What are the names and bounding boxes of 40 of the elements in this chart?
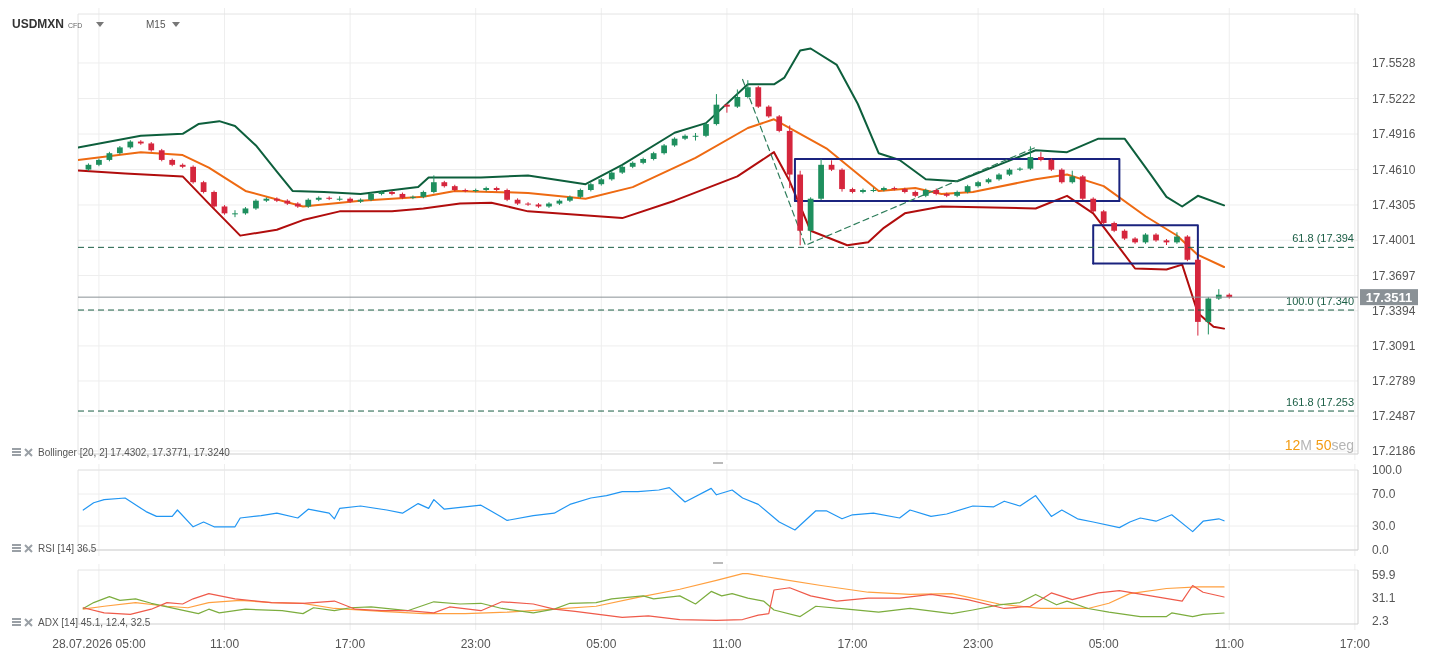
x-tick-label: 11:00: [712, 637, 742, 651]
y-tick-label: 59.9: [1372, 568, 1396, 583]
x-tick-label: 28.07.2026 05:00: [52, 637, 146, 651]
annotation: ADX [14] 45.1, 12.4, 32.5: [38, 617, 151, 628]
x-tick-label: 05:00: [586, 637, 617, 651]
annotation: 12M 50seg: [1284, 437, 1354, 453]
y-tick-label: 17.5222: [1372, 91, 1416, 106]
y-tick-label: 100.0: [1372, 463, 1403, 477]
ref-line-label: 161.8 (17.253: [1286, 396, 1354, 409]
annotation: Bollinger [20, 2] 17.4302, 17.3771, 17.3240: [38, 447, 231, 458]
x-tick-label: 23:00: [460, 637, 492, 651]
ref-line-label: 100.0 (17.340: [1286, 295, 1354, 308]
x-tick-label: 17:00: [335, 637, 366, 651]
y-tick-label: 17.2487: [1372, 409, 1416, 424]
annotation: M15: [146, 19, 166, 30]
y-tick-label: 17.3697: [1372, 268, 1416, 283]
y-tick-label: 17.4916: [1372, 127, 1416, 142]
x-tick-label: 17:00: [1339, 637, 1371, 651]
ref-line-label: 17.3511: [1365, 290, 1413, 306]
y-tick-label: 2.3: [1372, 614, 1390, 629]
y-tick-label: 30.0: [1372, 519, 1396, 533]
y-tick-label: 17.3091: [1372, 338, 1416, 353]
x-tick-label: 11:00: [209, 637, 240, 651]
y-tick-label: 17.4305: [1372, 197, 1416, 212]
chart-title: USDMXN: [12, 17, 65, 31]
y-tick-label: 17.3394: [1372, 303, 1416, 318]
x-tick-label: 17:00: [837, 637, 868, 651]
y-tick-label: 70.0: [1372, 487, 1396, 501]
y-tick-label: 17.2789: [1372, 373, 1416, 388]
y-tick-label: 17.2186: [1372, 443, 1416, 458]
annotation: RSI [14] 36.5: [38, 543, 97, 554]
x-tick-label: 23:00: [963, 637, 994, 651]
x-tick-label: 11:00: [1214, 637, 1245, 651]
y-tick-label: 17.4610: [1372, 162, 1416, 177]
y-tick-label: 17.4001: [1372, 233, 1416, 248]
x-tick-label: 05:00: [1088, 637, 1120, 651]
y-tick-label: 17.5528: [1372, 55, 1416, 70]
y-tick-label: 31.1: [1372, 591, 1396, 606]
y-tick-label: 0.0: [1372, 543, 1390, 557]
ref-line-label: 61.8 (17.394: [1292, 232, 1354, 245]
